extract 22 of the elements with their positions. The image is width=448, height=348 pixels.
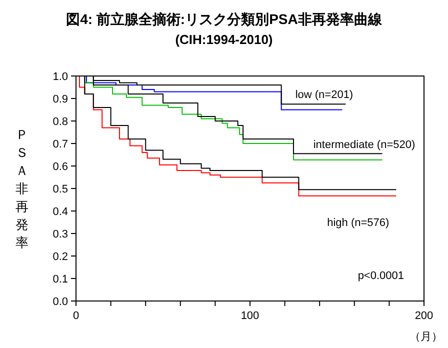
- y-tick-label: 0.3: [52, 228, 68, 240]
- x-tick-label: 0: [72, 310, 80, 322]
- annotation: p<0.0001: [358, 270, 404, 282]
- x-tick-label: 200: [414, 310, 434, 322]
- x-tick-label: 100: [240, 310, 260, 322]
- y-tick-label: 0.2: [52, 250, 68, 263]
- y-tick-label: 0.8: [52, 116, 68, 128]
- y-tick-label: 0.9: [52, 93, 68, 106]
- y-tick-label: 0.4: [52, 206, 68, 218]
- y-tick-label: 0.1: [52, 273, 68, 286]
- y-tick-label: 1.0: [52, 70, 68, 83]
- series-label: high (n=576): [327, 216, 390, 229]
- y-tick-label: 0.0: [52, 296, 68, 308]
- series-label: low (n=201): [295, 88, 354, 101]
- y-tick-label: 0.5: [52, 183, 68, 196]
- y-tick-label: 0.7: [52, 138, 68, 150]
- x-axis-title: （月）: [410, 331, 442, 343]
- y-axis-title: ＰＳＡ非再発率: [16, 127, 28, 250]
- chart-subtitle: (CIH:1994-2010): [175, 32, 273, 47]
- chart-title: 図4: 前立腺全摘術:リスク分類別PSA非再発率曲線: [66, 11, 383, 27]
- y-tick-label: 0.6: [52, 160, 68, 173]
- series-label: intermediate (n=520): [313, 138, 416, 151]
